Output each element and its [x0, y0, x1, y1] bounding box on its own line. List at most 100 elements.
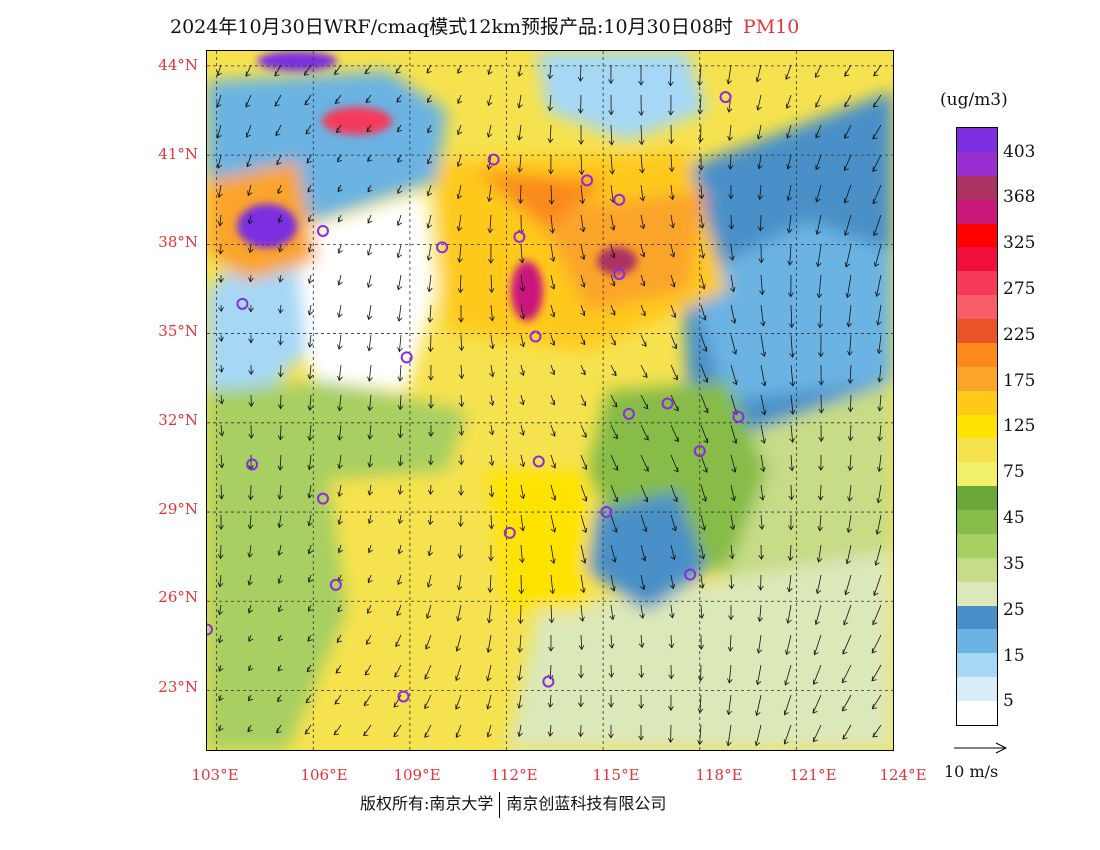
wind-arrow: [578, 124, 584, 145]
wind-arrow: [754, 724, 762, 747]
wind-arrow: [608, 64, 614, 85]
wind-arrow: [875, 514, 882, 535]
wind-arrow: [276, 694, 283, 703]
wind-arrow: [815, 574, 822, 595]
wind-arrow: [728, 184, 734, 200]
wind-arrow: [550, 514, 557, 533]
wind-arrow: [640, 274, 646, 287]
yellow-sea: [687, 221, 893, 401]
wind-arrow: [518, 574, 525, 595]
colorbar-segment: [957, 510, 997, 535]
wind-arrow: [786, 574, 793, 593]
wind-arrow: [580, 274, 586, 288]
wind-arrow: [248, 394, 255, 408]
wind-arrow: [550, 424, 556, 437]
wind-arrow: [847, 334, 853, 356]
wind-arrow: [367, 214, 373, 224]
wind-arrow: [789, 364, 796, 387]
city-markers: [207, 91, 745, 703]
wind-arrow: [609, 604, 615, 621]
wind-arrow: [699, 544, 706, 560]
hotspot-wuhai: [237, 204, 297, 248]
wind-arrow: [335, 664, 342, 674]
wind-arrow: [396, 244, 403, 259]
wind-arrow: [338, 214, 343, 223]
wind-arrow: [638, 694, 644, 709]
wind-arrow: [845, 544, 852, 565]
wind-arrow: [755, 64, 762, 83]
wind-arrow: [458, 364, 465, 380]
wind-arrow: [455, 634, 462, 652]
wind-arrow: [396, 124, 403, 133]
wind-arrow: [550, 454, 556, 469]
wind-arrow: [847, 424, 854, 442]
wind-arrow: [366, 124, 372, 133]
wind-arrow: [610, 514, 618, 533]
wind-arrow: [610, 424, 619, 440]
wind-arrow: [334, 94, 342, 104]
wind-arrow: [397, 364, 404, 382]
wind-arrow: [218, 424, 225, 437]
wind-arrow: [367, 364, 373, 382]
city-marker: [542, 675, 555, 688]
wind-arrow: [458, 394, 465, 408]
wind-arrow: [580, 394, 587, 407]
wind-arrow: [668, 664, 675, 680]
lat-label-44: 44°N: [158, 56, 198, 74]
wind-arrow: [364, 664, 372, 676]
wind-arrow: [670, 274, 676, 288]
wind-arrow: [367, 394, 373, 412]
wind-arrow: [457, 274, 464, 294]
wind-arrow: [786, 214, 793, 234]
wind-arrow: [610, 334, 616, 346]
wind-arrow: [426, 604, 432, 619]
wind-arrow: [813, 664, 822, 685]
wind-arrow: [727, 634, 734, 652]
wind-scale-label: 10 m/s: [944, 762, 999, 781]
wind-arrow: [424, 724, 432, 738]
lon-label-115: 115°E: [592, 766, 640, 784]
wind-arrow: [548, 604, 555, 624]
wind-arrow: [487, 574, 494, 593]
wind-arrow: [218, 274, 224, 284]
wind-arrow: [248, 424, 255, 439]
wind-arrow: [814, 604, 822, 626]
wind-arrow: [698, 184, 705, 200]
wind-arrow: [393, 694, 402, 708]
colorbar-label-403: 403: [1003, 142, 1036, 162]
wind-arrow: [639, 184, 646, 202]
wind-arrow: [367, 544, 374, 554]
wind-arrow: [395, 64, 402, 74]
wind-arrow: [277, 184, 283, 195]
city-marker: [236, 297, 249, 310]
wind-arrow: [759, 454, 766, 473]
wind-arrow: [367, 424, 373, 440]
colorbar-segment: [957, 390, 997, 416]
wind-arrow: [610, 454, 619, 471]
lat-label-23: 23°N: [158, 678, 198, 696]
wind-arrow: [817, 514, 823, 532]
wind-arrow: [397, 184, 403, 194]
wind-arrow: [668, 94, 674, 116]
wind-arrow: [669, 244, 676, 258]
wind-arrow: [486, 184, 493, 203]
colorbar-label-325: 325: [1003, 233, 1036, 253]
wind-arrow: [247, 214, 254, 225]
wind-arrow: [367, 574, 373, 584]
wind-arrow: [729, 514, 736, 531]
jiangxi-blue: [587, 491, 707, 611]
wind-arrow: [787, 544, 794, 562]
wind-arrow: [760, 424, 767, 444]
wind-arrow: [218, 724, 224, 732]
wind-arrow: [759, 274, 765, 296]
wind-arrow: [307, 424, 313, 442]
wind-arrow: [757, 154, 763, 170]
wind-reference-arrow: [954, 742, 1008, 754]
lon-label-106: 106°E: [300, 766, 348, 784]
wind-arrow: [550, 484, 557, 501]
wind-arrow: [670, 394, 679, 412]
wind-arrow: [578, 694, 584, 708]
wind-arrow: [217, 634, 224, 644]
wind-arrow: [549, 364, 555, 376]
wind-arrow: [217, 184, 223, 198]
